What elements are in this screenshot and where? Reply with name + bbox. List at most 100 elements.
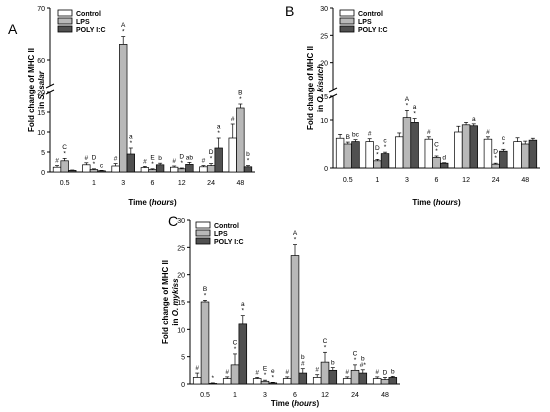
axis-break [328, 87, 338, 93]
significance-label: * [93, 161, 96, 168]
significance-label: E [150, 154, 155, 161]
significance-label: D [92, 154, 97, 161]
x-tick-label: 24 [351, 392, 359, 399]
legend-swatch [195, 237, 211, 245]
significance-label: D [209, 149, 214, 156]
legend-swatch [339, 9, 355, 17]
bar [238, 323, 248, 385]
bar [335, 137, 345, 169]
significance-label: e [271, 368, 275, 375]
significance-label: B [203, 286, 207, 293]
panel-a: A 0 5 10 15 20 60 70 Fold change of MHC IIin S. … [8, 6, 255, 207]
bar [228, 137, 237, 173]
x-axis-label: Time (hours) [271, 399, 320, 408]
x-tick-label: 6 [293, 392, 297, 399]
significance-label: C [323, 338, 328, 345]
legend-label: POLY I:C [76, 27, 106, 34]
y-axis-label: Fold change of MHC IIin O. mykiss [161, 260, 180, 344]
significance-label: b [391, 368, 395, 375]
y-tick-label: 10 [320, 118, 328, 125]
bar [395, 136, 404, 169]
significance-label: b [246, 151, 250, 158]
bar [469, 125, 478, 169]
bar [380, 153, 390, 169]
significance-label: C [233, 339, 238, 346]
bar [312, 377, 322, 385]
significance-label: * [502, 141, 505, 148]
bar [521, 143, 530, 169]
y-tick-label: 5 [181, 355, 185, 362]
legend-swatch [195, 229, 211, 237]
x-tick-label: 3 [263, 392, 267, 399]
significance-label: * [181, 160, 184, 167]
y-axis-label: Fold change of MHC IIin O. kisutch [306, 46, 325, 130]
panel-c: C 0 5 10 15 20 25 30 Fold change of MHC IIin O. … [161, 213, 400, 408]
significance-label: * [217, 130, 220, 137]
y-tick-label: 15 [177, 300, 185, 307]
significance-label: * [324, 344, 327, 351]
bar [513, 141, 522, 169]
bar [454, 131, 463, 169]
bar [170, 166, 179, 173]
bar [461, 124, 471, 169]
significance-label: a [472, 116, 476, 123]
significance-label: * [294, 237, 297, 244]
significance-label: b [361, 355, 365, 362]
significance-label: * [204, 292, 207, 299]
x-tick-label: 3 [405, 177, 409, 184]
bar [528, 139, 538, 169]
bar [358, 372, 368, 385]
significance-label: * [272, 374, 275, 381]
bar [439, 162, 449, 169]
significance-label: D [493, 149, 498, 156]
significance-label: b [331, 360, 335, 367]
bar [282, 378, 292, 385]
legend-swatch [57, 17, 73, 25]
significance-label: A [121, 22, 126, 29]
significance-label: B [346, 134, 350, 141]
significance-label: * [264, 372, 267, 379]
x-tick-label: 24 [492, 177, 500, 184]
legend-swatch [339, 17, 355, 25]
bar [222, 378, 232, 385]
bar [343, 143, 352, 169]
significance-label: # [375, 369, 379, 376]
significance-label: c [100, 162, 104, 169]
x-tick-label: 0.5 [200, 392, 210, 399]
y-tick-label: 25 [320, 33, 328, 40]
y-tick-label: 20 [177, 273, 185, 280]
significance-label: # [172, 158, 176, 165]
significance-label: # [427, 129, 431, 136]
y-tick-label: 70 [37, 6, 45, 13]
bar [350, 369, 360, 385]
legend-swatch [339, 25, 355, 33]
significance-label: * [234, 346, 237, 353]
legend-label: LPS [76, 19, 90, 26]
significance-label: C [434, 142, 439, 149]
legend-swatch [57, 25, 73, 33]
y-tick-label: 15 [320, 94, 328, 101]
bar [52, 166, 62, 173]
panel-letter: A [8, 21, 18, 37]
x-tick-label: 12 [462, 177, 470, 184]
bar [342, 378, 352, 385]
bar [192, 377, 202, 385]
significance-label: # [143, 158, 147, 165]
x-tick-label: 24 [207, 180, 215, 187]
significance-label: c [502, 135, 506, 142]
y-tick-label: 10 [37, 130, 45, 137]
significance-label: * [435, 148, 438, 155]
x-axis-label: Time (hours) [412, 198, 461, 207]
significance-label: #* [360, 362, 367, 369]
y-tick-label: 30 [320, 6, 328, 13]
bar [126, 153, 135, 173]
legend-swatch [195, 221, 211, 229]
significance-label: # [55, 158, 59, 165]
significance-label: * [494, 155, 497, 162]
x-tick-label: 3 [121, 180, 125, 187]
y-tick-label: 10 [177, 327, 185, 334]
bar [214, 147, 223, 173]
significance-label: * [212, 375, 215, 382]
bar [499, 150, 508, 169]
x-tick-label: 12 [178, 180, 186, 187]
